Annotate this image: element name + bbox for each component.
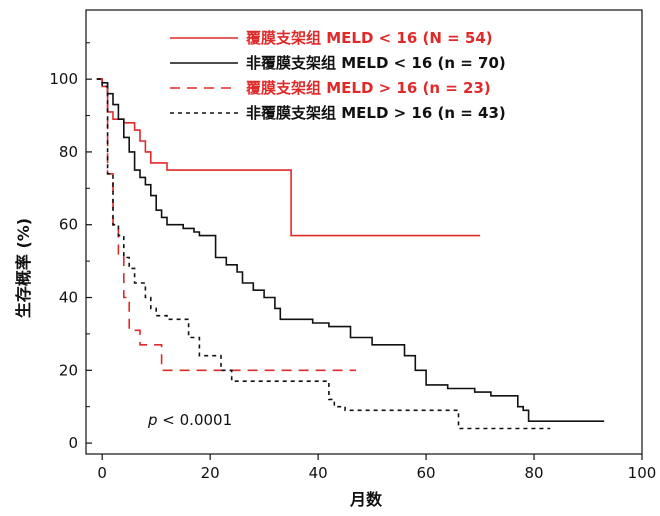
legend-label-3: 覆膜支架组 MELD > 16 (n = 23) xyxy=(246,79,491,97)
legend-label-1: 覆膜支架组 MELD < 16 (N = 54) xyxy=(246,29,493,47)
x-tick-label-5: 100 xyxy=(628,464,657,482)
p-value-annotation: p < 0.0001 xyxy=(147,411,232,429)
x-axis-title: 月数 xyxy=(349,490,383,509)
y-tick-label-3: 60 xyxy=(59,216,78,234)
y-tick-label-4: 80 xyxy=(59,143,78,161)
y-tick-label-1: 20 xyxy=(59,361,78,379)
x-tick-label-0: 0 xyxy=(97,464,107,482)
x-tick-label-1: 20 xyxy=(201,464,220,482)
y-tick-label-0: 0 xyxy=(68,434,78,452)
series-line-2 xyxy=(96,78,605,422)
series-line-3 xyxy=(96,78,356,372)
p-value-text: < 0.0001 xyxy=(158,411,233,429)
x-tick-label-3: 60 xyxy=(417,464,436,482)
x-tick-label-4: 80 xyxy=(524,464,543,482)
x-tick-label-2: 40 xyxy=(309,464,328,482)
legend-label-4: 非覆膜支架组 MELD > 16 (n = 43) xyxy=(246,104,506,122)
y-tick-label-5: 100 xyxy=(49,70,78,88)
y-axis-title: 生存概率 (%) xyxy=(14,218,33,318)
axis-layer: 0 20 40 60 80 100 0 20 40 60 80 100 xyxy=(49,42,657,482)
legend: 覆膜支架组 MELD < 16 (N = 54) 非覆膜支架组 MELD < 16… xyxy=(170,29,506,122)
series-line-4 xyxy=(96,78,551,430)
series-line-1 xyxy=(96,78,481,237)
plot-frame xyxy=(85,9,643,455)
legend-label-2: 非覆膜支架组 MELD < 16 (n = 70) xyxy=(246,54,506,72)
series-layer xyxy=(96,78,605,430)
p-value-italic: p xyxy=(147,411,158,429)
y-tick-label-2: 40 xyxy=(59,289,78,307)
